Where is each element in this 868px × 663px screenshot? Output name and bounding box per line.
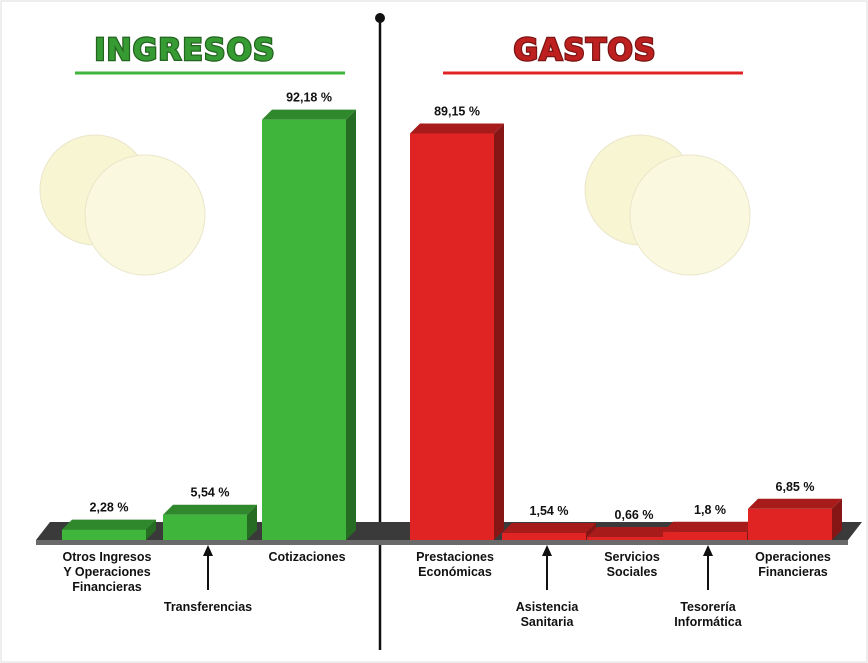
panel-title: INGRESOS xyxy=(94,33,275,68)
bar-top xyxy=(748,498,842,509)
bar xyxy=(163,514,247,540)
category-label: Servicios Sociales xyxy=(604,550,660,579)
decoration xyxy=(39,134,751,276)
value-label: 1,8 % xyxy=(694,503,726,517)
bar xyxy=(587,536,671,540)
category-label: Otros Ingresos Y Operaciones Financieras xyxy=(62,550,152,594)
divider-dot xyxy=(375,13,385,23)
bar-top xyxy=(163,504,257,515)
value-label: 6,85 % xyxy=(776,480,815,494)
bar-top xyxy=(410,123,504,134)
panel-title: GASTOS xyxy=(513,33,656,68)
bar-side xyxy=(494,123,504,540)
category-label: Cotizaciones xyxy=(268,550,346,564)
value-label: 92,18 % xyxy=(286,91,332,105)
bar xyxy=(410,133,494,540)
bar xyxy=(262,119,346,540)
bar-side xyxy=(247,504,257,540)
category-label: Operaciones Financieras xyxy=(755,550,831,579)
value-label: 2,28 % xyxy=(90,501,129,515)
arrow-head xyxy=(542,545,552,556)
value-label: 0,66 % xyxy=(615,508,654,522)
bar-top xyxy=(62,519,156,530)
value-label: 1,54 % xyxy=(530,504,569,518)
bar-top xyxy=(502,522,596,533)
bar-side xyxy=(346,109,356,540)
category-label: Asistencia Sanitaria xyxy=(515,600,579,629)
bar xyxy=(502,532,586,540)
arrow-head xyxy=(703,545,713,556)
bar-top xyxy=(587,526,681,537)
arrow-head xyxy=(203,545,213,556)
category-label: Transferencias xyxy=(163,600,253,614)
bar-side xyxy=(146,519,156,540)
bar-top xyxy=(262,109,356,120)
bar-side xyxy=(832,498,842,540)
category-label: Prestaciones Económicas xyxy=(416,550,494,579)
category-label: Tesorería Informática xyxy=(674,600,742,629)
bar xyxy=(748,508,832,540)
floor-edge xyxy=(36,540,848,545)
bar xyxy=(663,531,747,540)
value-label: 5,54 % xyxy=(191,486,230,500)
value-label: 89,15 % xyxy=(434,104,480,118)
bar-top xyxy=(663,521,757,532)
bar xyxy=(62,529,146,540)
